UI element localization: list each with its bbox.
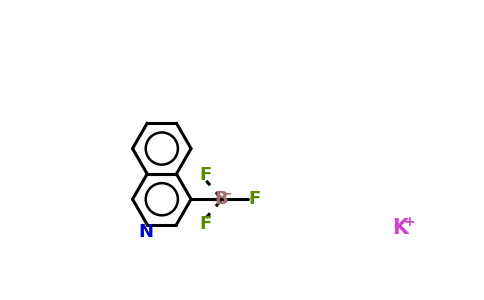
Text: −: − xyxy=(221,187,232,201)
Text: F: F xyxy=(248,190,260,208)
Text: N: N xyxy=(138,223,153,241)
Text: F: F xyxy=(199,215,212,233)
Text: B: B xyxy=(214,190,228,208)
Text: F: F xyxy=(199,167,212,184)
Text: +: + xyxy=(403,215,415,229)
Text: K: K xyxy=(393,218,408,239)
